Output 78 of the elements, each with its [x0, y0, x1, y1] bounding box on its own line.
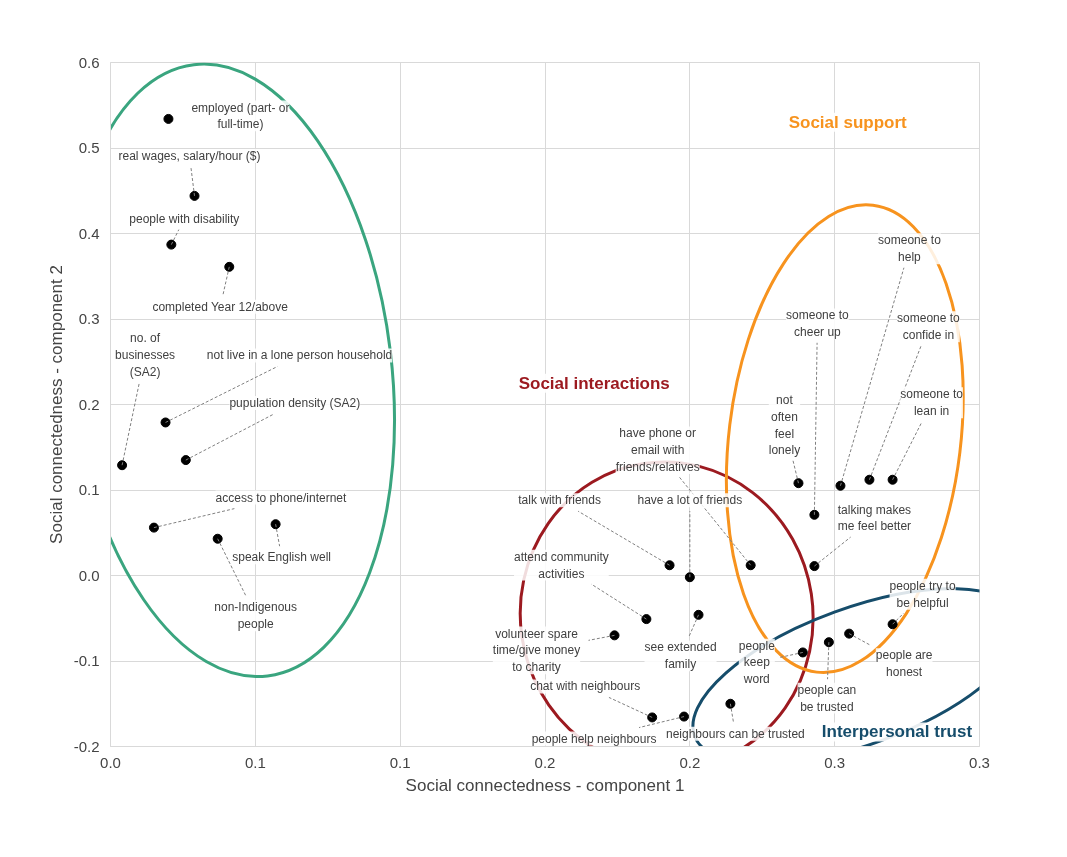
point [835, 480, 846, 491]
point [823, 637, 834, 648]
point [270, 519, 281, 530]
point [864, 474, 875, 485]
point [212, 533, 223, 544]
annotation: talk with friends [518, 493, 601, 508]
annotation: people with disability [129, 211, 240, 226]
point [180, 455, 191, 466]
point [117, 460, 128, 471]
y-tick-label: -0.2 [73, 737, 100, 755]
x-tick-label: 0.0 [100, 753, 121, 771]
point [160, 417, 171, 428]
point [641, 614, 652, 625]
annotation: someone to help [878, 233, 942, 265]
point [745, 560, 756, 571]
y-tick-label: -0.1 [73, 652, 100, 669]
annotation: people keep word [738, 638, 776, 687]
annotation: see extended family [644, 640, 717, 672]
point [809, 561, 820, 572]
annotation: Social support [788, 112, 908, 132]
y-tick-label: 0.5 [78, 139, 100, 156]
annotation: pupulation density (SA2) [229, 396, 361, 411]
point [693, 609, 704, 620]
annotation: people can be trusted [797, 682, 857, 714]
point [887, 619, 898, 630]
annotation: real wages, salary/hour ($) [118, 148, 261, 163]
annotation: completed Year 12/above [152, 299, 289, 314]
annotation: non-Indigenous people [214, 600, 298, 632]
point [679, 711, 690, 722]
y-tick-label: 0.4 [78, 224, 100, 242]
annotation: talking makes me feel better [837, 502, 912, 534]
annotation: attend community activities [514, 549, 609, 581]
x-tick-label: 0.3 [824, 753, 846, 771]
annotation: access to phone/internet [215, 490, 347, 505]
point [809, 509, 820, 520]
y-tick-label: 0.0 [78, 566, 100, 584]
annotation: not live in a lone person household [206, 348, 393, 363]
annotation: people are honest [875, 648, 933, 680]
annotation: have phone or email with friends/relatives [615, 426, 700, 475]
annotation: chat with neighbours [530, 679, 641, 694]
annotation: someone to lean in [900, 387, 964, 419]
point [189, 190, 200, 201]
point [148, 522, 159, 533]
x-tick-label: 0.1 [244, 753, 266, 771]
x-axis-title: Social connectedness - component 1 [405, 775, 685, 795]
point [844, 628, 855, 639]
annotation: people try to be helpful [889, 578, 956, 610]
x-tick-label: 0.2 [534, 753, 556, 771]
point [684, 572, 695, 583]
point [793, 478, 804, 489]
annotation: someone to cheer up [786, 308, 850, 340]
annotation: no. of businesses (SA2) [115, 331, 176, 380]
annotation: employed (part- or full-time) [191, 100, 290, 132]
y-tick-label: 0.3 [78, 310, 100, 327]
annotation: Interpersonal trust [821, 722, 973, 742]
point [797, 647, 808, 658]
annotation: speak English well [232, 550, 331, 565]
point [166, 239, 177, 250]
annotation: Social interactions [518, 373, 670, 393]
y-tick-label: 0.2 [78, 395, 100, 413]
point [887, 474, 898, 485]
annotation: not often feel lonely [768, 392, 801, 458]
point [224, 261, 235, 272]
y-tick-label: 0.1 [78, 481, 100, 498]
x-tick-label: 0.2 [679, 753, 701, 771]
x-tick-label: 0.3 [969, 753, 990, 771]
y-axis-title: Social connectedness - component 2 [46, 265, 66, 544]
annotation: have a lot of friends [637, 493, 743, 508]
y-tick-label: 0.6 [78, 53, 100, 71]
annotation: people help neighbours [531, 731, 657, 746]
annotation: someone to confide in [897, 311, 961, 343]
point [609, 630, 620, 641]
point [163, 113, 174, 124]
point [664, 560, 675, 571]
point [725, 698, 736, 709]
point [647, 712, 658, 723]
annotation: neighbours can be trusted [666, 726, 805, 741]
x-tick-label: 0.1 [389, 753, 411, 771]
